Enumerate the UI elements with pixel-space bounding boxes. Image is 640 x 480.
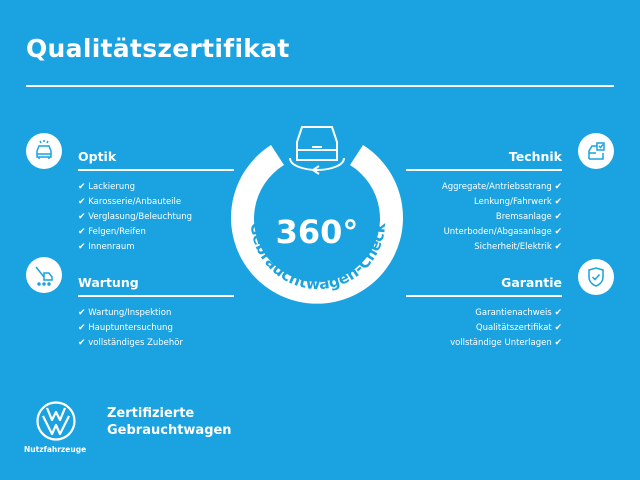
section-title: Wartung [78, 275, 139, 290]
page-title: Qualitätszertifikat [26, 34, 290, 63]
check-icon: ✔ [78, 181, 86, 192]
section-divider [406, 295, 562, 297]
list-item: ✔ Hauptuntersuchung [78, 322, 173, 333]
check-icon: ✔ [78, 337, 86, 348]
list-item: ✔ Felgen/Reifen [78, 226, 146, 237]
list-item: ✔ Karosserie/Anbauteile [78, 196, 182, 207]
car-checklist-icon [578, 133, 614, 169]
check-icon: ✔ [554, 307, 562, 318]
list-item: Garantienachweis ✔ [475, 307, 562, 318]
check-icon: ✔ [78, 241, 86, 252]
list-item: vollständige Unterlagen ✔ [450, 337, 562, 348]
list-item: ✔ Verglasung/Beleuchtung [78, 211, 193, 222]
list-item: ✔ Innenraum [78, 241, 135, 252]
check-icon: ✔ [78, 307, 86, 318]
list-item: Qualitätszertifikat ✔ [475, 322, 562, 333]
section-title: Garantie [501, 275, 562, 290]
check-icon: ✔ [554, 322, 562, 333]
section-wartung: Wartung ✔ Wartung/Inspektion ✔ Hauptunte… [78, 275, 234, 351]
section-optik: Optik ✔ Lackierung ✔ Karosserie/Anbautei… [78, 149, 234, 255]
list-item: ✔ Lackierung [78, 181, 136, 192]
shield-check-icon [578, 259, 614, 295]
check-icon: ✔ [78, 211, 86, 222]
list-item: Unterboden/Abgasanlage ✔ [443, 226, 562, 237]
check-icon: ✔ [78, 196, 86, 207]
check-icon: ✔ [554, 211, 562, 222]
list-item: ✔ Wartung/Inspektion [78, 307, 172, 318]
title-divider [26, 85, 614, 87]
vw-logo [36, 401, 76, 441]
car-front-icon [26, 133, 62, 169]
tagline-line-1: Zertifizierte [107, 406, 195, 421]
list-item: Bremsanlage ✔ [495, 211, 562, 222]
section-divider [78, 169, 234, 171]
section-technik: Technik Aggregate/Antriebsstrang ✔ Lenku… [406, 149, 562, 255]
check-icon: ✔ [554, 181, 562, 192]
check-icon: ✔ [554, 241, 562, 252]
section-divider [78, 295, 234, 297]
list-item: Sicherheit/Elektrik ✔ [474, 241, 562, 252]
footer-tagline: Zertifizierte Gebrauchtwagen [107, 405, 232, 439]
section-divider [406, 169, 562, 171]
check-icon: ✔ [554, 196, 562, 207]
list-item: Lenkung/Fahrwerk ✔ [474, 196, 562, 207]
tagline-line-2: Gebrauchtwagen [107, 423, 232, 438]
brand-name: Nutzfahrzeuge [24, 445, 87, 454]
check-icon: ✔ [554, 226, 562, 237]
check-icon: ✔ [554, 337, 562, 348]
car-rotate-icon [289, 126, 345, 175]
section-garantie: Garantie Garantienachweis ✔ Qualitätszer… [406, 275, 562, 351]
check-icon: ✔ [78, 322, 86, 333]
check-icon: ✔ [78, 226, 86, 237]
wrench-van-icon [26, 257, 62, 293]
list-item: Aggregate/Antriebsstrang ✔ [441, 181, 562, 192]
badge-number: 360° [276, 213, 359, 251]
section-title: Optik [78, 149, 117, 164]
section-title: Technik [508, 149, 562, 164]
list-item: ✔ vollständiges Zubehör [78, 337, 183, 348]
